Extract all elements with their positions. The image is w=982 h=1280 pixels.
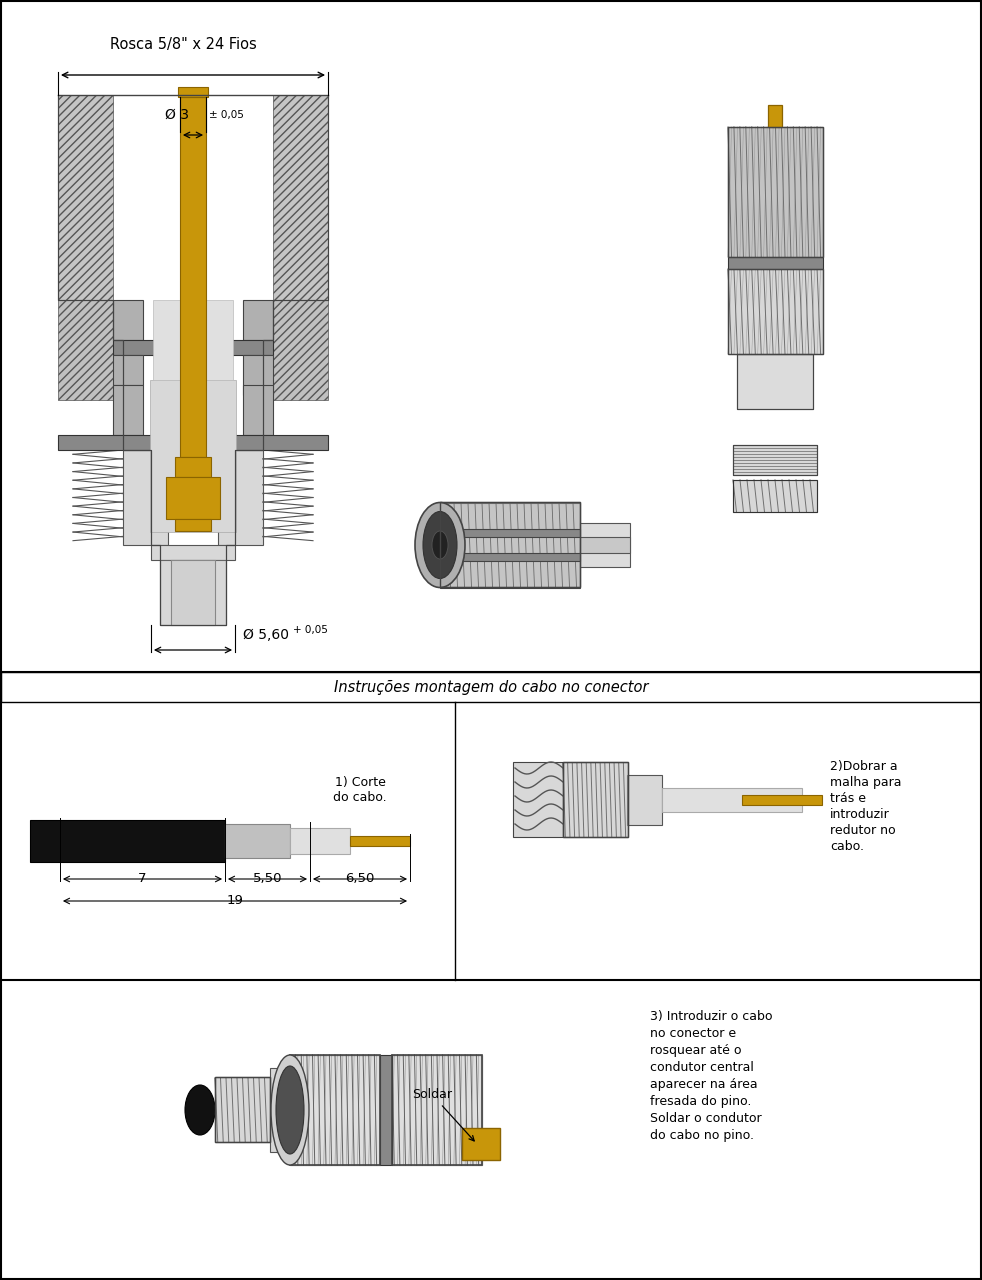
Text: Ø 5,60: Ø 5,60 (243, 628, 289, 643)
Bar (175, 457, 211, 477)
Bar (123, 451, 168, 545)
Bar (392, 1055, 482, 1165)
Bar (440, 502, 580, 588)
Bar (563, 762, 628, 837)
Bar (270, 1068, 290, 1152)
Bar (1, 672, 981, 701)
Text: 6,50: 6,50 (346, 872, 375, 884)
Bar (171, 561, 215, 625)
Bar (563, 762, 628, 837)
Ellipse shape (185, 1085, 215, 1135)
Bar (440, 502, 580, 588)
Bar (733, 445, 817, 475)
Bar (728, 127, 823, 257)
Text: ± 0,05: ± 0,05 (209, 110, 244, 120)
Bar (768, 105, 782, 127)
Text: 1) Corte
do cabo.: 1) Corte do cabo. (333, 776, 387, 804)
Bar (737, 355, 813, 410)
Bar (215, 1076, 270, 1142)
Bar (350, 836, 410, 846)
Bar (728, 257, 823, 269)
Bar (30, 820, 225, 861)
Bar (462, 1128, 500, 1160)
Text: Rosca 5/8" x 24 Fios: Rosca 5/8" x 24 Fios (110, 37, 256, 52)
Ellipse shape (415, 503, 465, 588)
Bar (392, 1055, 482, 1165)
Bar (580, 524, 630, 567)
Bar (243, 355, 273, 396)
Bar (742, 795, 822, 805)
Bar (728, 127, 823, 257)
Bar (290, 1055, 380, 1165)
Text: 3) Introduzir o cabo
no conector e
rosquear até o
condutor central
aparecer na á: 3) Introduzir o cabo no conector e rosqu… (650, 1010, 773, 1142)
Bar (243, 300, 273, 340)
Bar (728, 269, 823, 355)
Bar (58, 300, 113, 399)
Bar (178, 87, 208, 97)
Bar (113, 340, 273, 355)
Bar (175, 518, 211, 531)
Text: 7: 7 (138, 872, 146, 884)
Bar (440, 529, 580, 538)
Bar (113, 355, 143, 385)
Bar (733, 480, 817, 512)
Bar (737, 355, 813, 410)
Bar (180, 97, 206, 457)
Bar (733, 445, 817, 475)
Text: Ø 3: Ø 3 (165, 108, 189, 122)
Bar (153, 300, 233, 380)
Bar (728, 269, 823, 355)
Bar (218, 451, 263, 545)
Bar (58, 95, 113, 300)
Text: 5,50: 5,50 (252, 872, 282, 884)
Bar (273, 95, 328, 300)
Ellipse shape (276, 1066, 304, 1155)
Bar (273, 300, 328, 399)
Bar (380, 1055, 392, 1165)
Bar (160, 561, 226, 625)
Bar (58, 435, 328, 451)
Bar (113, 385, 143, 435)
Text: 19: 19 (227, 893, 244, 908)
Bar (243, 385, 273, 435)
Text: Soldar: Soldar (412, 1088, 474, 1140)
Bar (151, 545, 235, 561)
Text: Instruções montagem do cabo no conector: Instruções montagem do cabo no conector (334, 680, 648, 695)
Bar (215, 1076, 270, 1142)
Bar (225, 824, 290, 858)
Ellipse shape (423, 512, 457, 579)
Bar (166, 477, 220, 518)
Text: 2)Dobrar a
malha para
trás e
introduzir
redutor no
cabo.: 2)Dobrar a malha para trás e introduzir … (830, 760, 901, 852)
Bar (113, 300, 143, 340)
Text: + 0,05: + 0,05 (293, 625, 328, 635)
Bar (150, 380, 236, 532)
Bar (290, 1055, 380, 1165)
Bar (440, 503, 580, 588)
Bar (662, 788, 802, 812)
Bar (513, 762, 563, 837)
Bar (728, 127, 823, 257)
Ellipse shape (271, 1055, 309, 1165)
Bar (627, 774, 662, 826)
Ellipse shape (432, 531, 448, 559)
Bar (580, 538, 630, 553)
Bar (290, 828, 350, 854)
Bar (440, 553, 580, 561)
Bar (733, 480, 817, 512)
